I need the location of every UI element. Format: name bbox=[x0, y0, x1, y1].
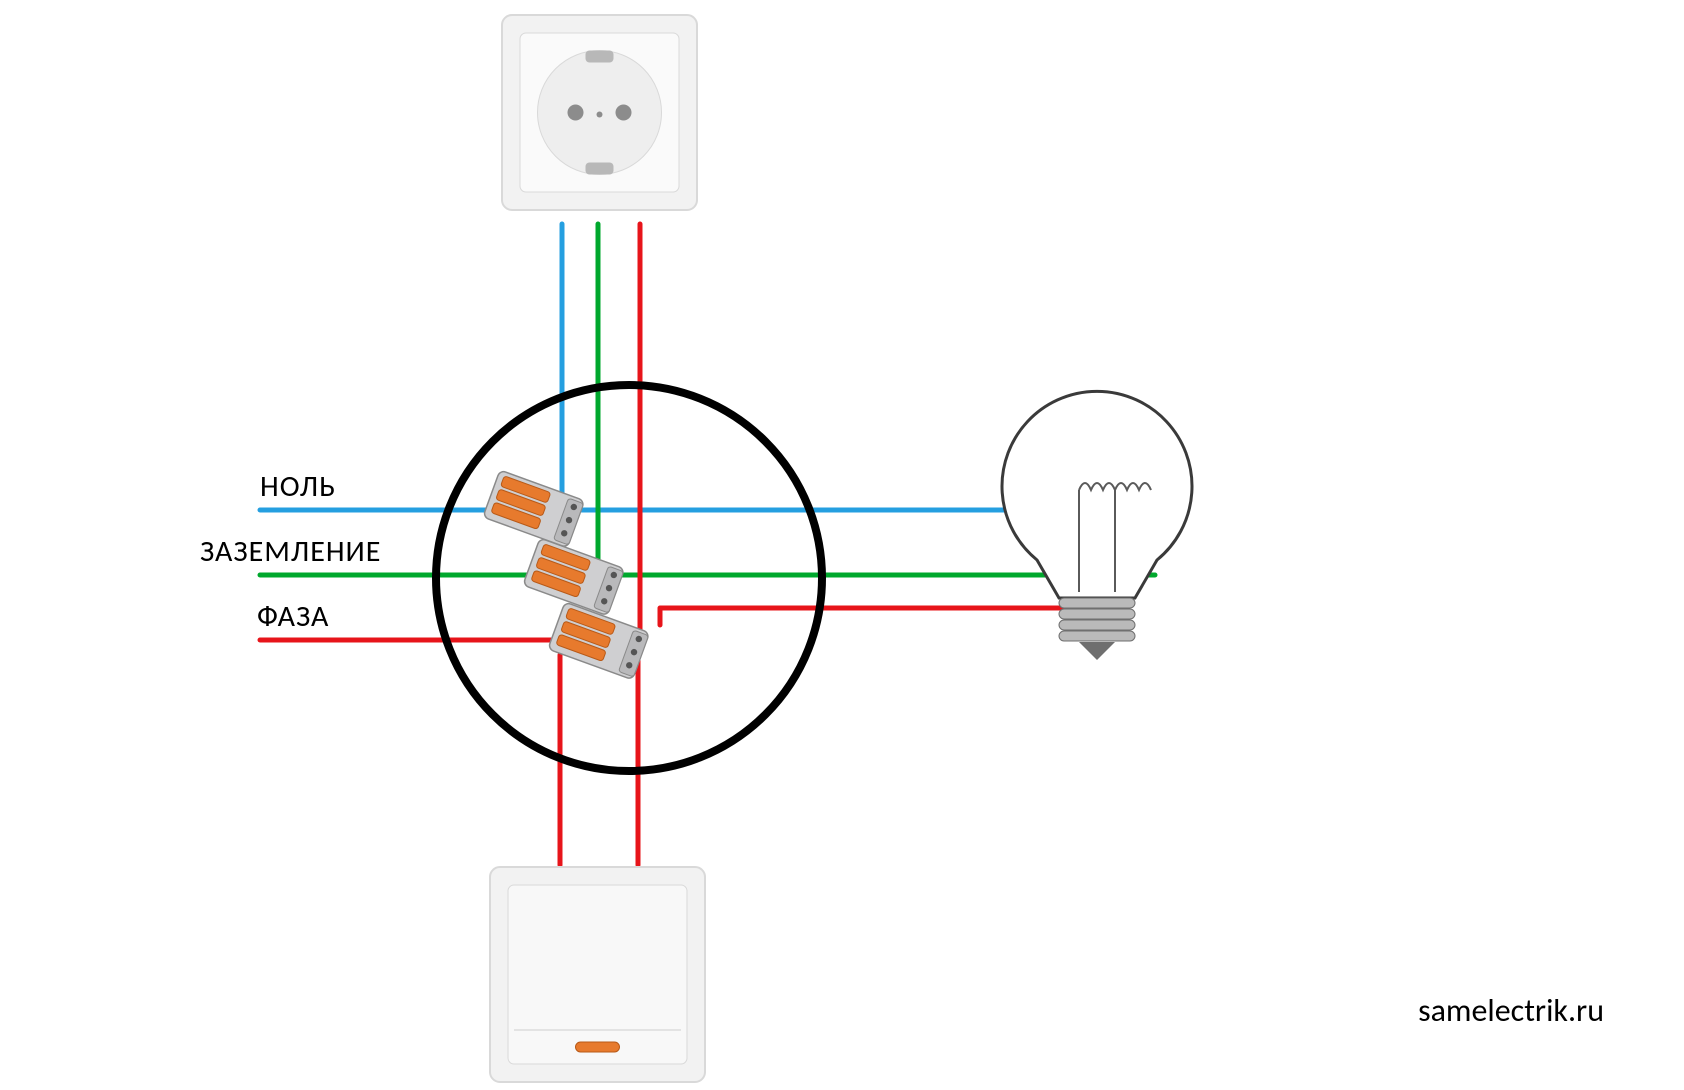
terminal-connector-0 bbox=[483, 470, 585, 548]
light-bulb-icon bbox=[1002, 391, 1192, 660]
label-phase: ФАЗА bbox=[257, 598, 329, 635]
light-switch bbox=[490, 867, 705, 1082]
attribution-text: samelectrik.ru bbox=[1418, 991, 1604, 1030]
label-neutral: НОЛЬ bbox=[260, 468, 336, 505]
label-ground: ЗАЗЕМЛЕНИЕ bbox=[200, 533, 381, 570]
terminal-connector-1 bbox=[523, 538, 625, 616]
terminal-connector-2 bbox=[548, 602, 650, 680]
junction-box-circle bbox=[436, 385, 822, 771]
diagram-canvas: НОЛЬ ЗАЗЕМЛЕНИЕ ФАЗА samelectrik.ru bbox=[0, 0, 1684, 1090]
power-socket bbox=[502, 15, 697, 210]
phase-wire-2 bbox=[660, 608, 1100, 632]
switch-indicator-icon bbox=[576, 1042, 620, 1052]
